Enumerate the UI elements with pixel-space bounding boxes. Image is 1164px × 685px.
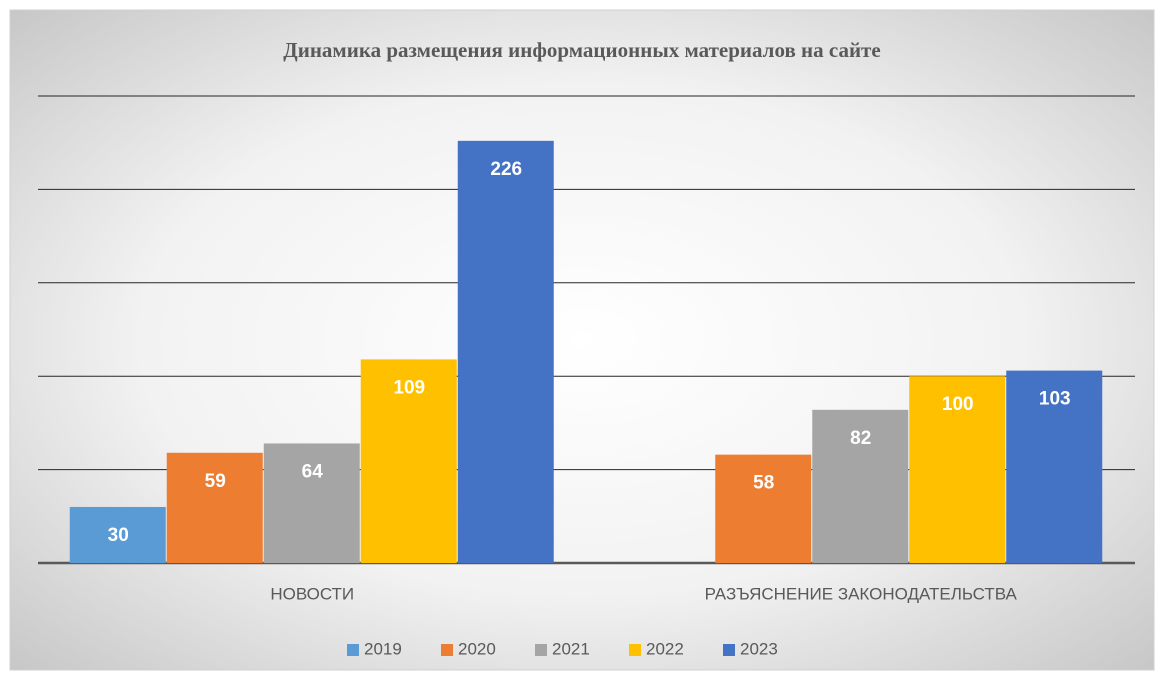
data-label: 226 bbox=[490, 159, 522, 180]
bar bbox=[909, 376, 1006, 563]
legend-label: 2020 bbox=[458, 639, 496, 658]
legend-label: 2021 bbox=[552, 639, 590, 658]
legend-swatch bbox=[347, 644, 359, 656]
data-label: 100 bbox=[942, 394, 974, 415]
legend-label: 2019 bbox=[364, 639, 402, 658]
data-label: 64 bbox=[302, 461, 324, 482]
bar bbox=[69, 506, 166, 563]
data-label: 58 bbox=[753, 473, 774, 494]
bar bbox=[263, 443, 360, 563]
bar bbox=[715, 454, 812, 563]
bar bbox=[166, 452, 263, 563]
legend-swatch bbox=[723, 644, 735, 656]
bar bbox=[1006, 370, 1103, 563]
bar bbox=[360, 359, 457, 563]
data-label: 109 bbox=[393, 377, 425, 398]
legend-swatch bbox=[629, 644, 641, 656]
legend-swatch bbox=[441, 644, 453, 656]
bar bbox=[812, 409, 909, 563]
x-tick-label: НОВОСТИ bbox=[270, 584, 354, 603]
chart-title: Динамика размещения информационных матер… bbox=[283, 38, 880, 62]
x-tick-label: РАЗЪЯСНЕНИЕ ЗАКОНОДАТЕЛЬСТВА bbox=[705, 584, 1018, 603]
legend-label: 2022 bbox=[646, 639, 684, 658]
data-label: 103 bbox=[1039, 389, 1071, 410]
chart-background bbox=[9, 9, 1155, 671]
data-label: 82 bbox=[850, 428, 871, 449]
data-label: 30 bbox=[108, 525, 129, 546]
legend-swatch bbox=[535, 644, 547, 656]
data-label: 59 bbox=[205, 471, 226, 492]
legend-label: 2023 bbox=[740, 639, 778, 658]
bar bbox=[457, 140, 554, 563]
